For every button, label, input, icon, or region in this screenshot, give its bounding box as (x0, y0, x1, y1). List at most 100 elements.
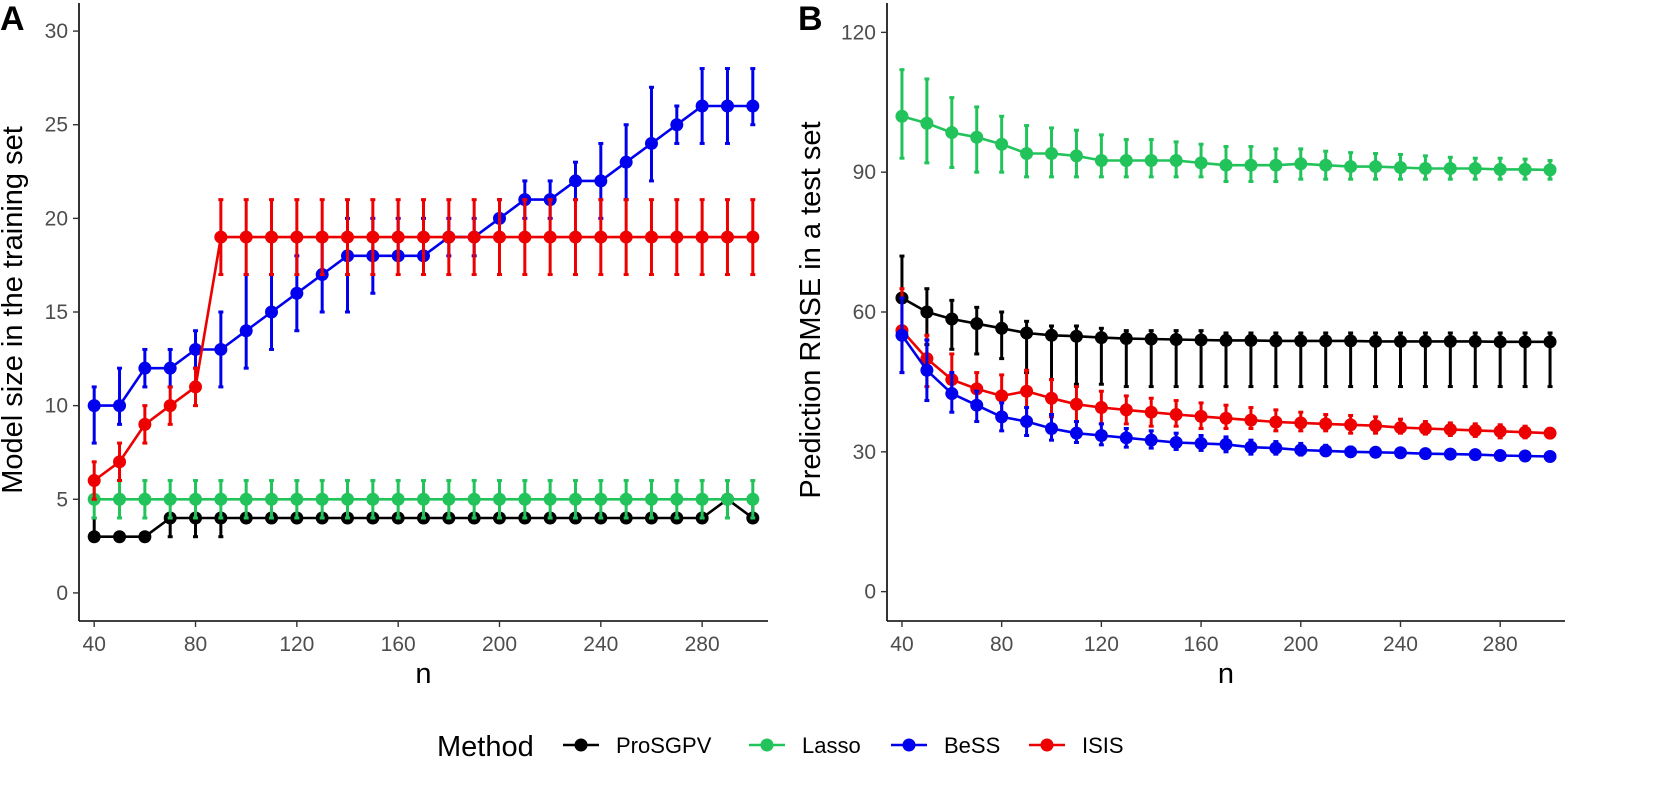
legend-item-prosgpv: ProSGPV (563, 733, 712, 758)
data-point (138, 361, 152, 375)
data-point (189, 380, 203, 394)
data-point (138, 417, 152, 431)
data-point (1319, 444, 1333, 458)
data-point (290, 492, 304, 506)
data-point (945, 312, 959, 326)
data-point (1319, 417, 1333, 431)
data-point (1543, 335, 1557, 349)
x-tick-label: 200 (482, 633, 517, 656)
data-point (1294, 157, 1308, 171)
data-point (492, 492, 506, 506)
legend-key-point (760, 738, 774, 752)
y-tick-label: 0 (864, 581, 876, 604)
data-point (1369, 160, 1383, 174)
data-point (1344, 418, 1358, 432)
data-point (1443, 447, 1457, 461)
data-point (1493, 424, 1507, 438)
y-tick-label: 90 (853, 161, 876, 184)
data-point (366, 230, 380, 244)
y-tick-label: 10 (45, 395, 68, 418)
series-prosgpv (895, 254, 1557, 389)
data-point (214, 342, 228, 356)
data-point (290, 230, 304, 244)
data-point (391, 230, 405, 244)
data-point (1269, 415, 1283, 429)
data-point (1119, 431, 1133, 445)
data-point (163, 492, 177, 506)
data-point (189, 342, 203, 356)
data-point (417, 230, 430, 244)
data-point (1518, 162, 1532, 176)
data-point (644, 230, 658, 244)
data-point (543, 492, 557, 506)
data-point (895, 328, 909, 342)
data-point (1094, 401, 1108, 415)
x-tick-label: 40 (83, 633, 106, 656)
data-point (670, 230, 684, 244)
data-point (1194, 409, 1208, 423)
data-point (1418, 334, 1432, 348)
data-point (315, 230, 329, 244)
data-point (1493, 335, 1507, 349)
x-axis-title: n (1218, 658, 1234, 690)
data-point (1020, 147, 1034, 161)
data-point (1344, 334, 1358, 348)
data-point (163, 399, 177, 413)
data-point (113, 399, 127, 413)
data-point (1493, 449, 1507, 463)
data-point (1543, 163, 1557, 177)
data-point (265, 305, 279, 319)
data-point (1468, 448, 1482, 462)
data-point (417, 492, 430, 506)
data-point (1020, 415, 1034, 429)
x-tick-label: 240 (583, 633, 618, 656)
legend-item-bess: BeSS (891, 733, 1000, 758)
data-point (265, 230, 279, 244)
data-point (920, 363, 934, 377)
data-point (1418, 422, 1432, 436)
data-point (1294, 443, 1308, 457)
data-point (746, 99, 760, 113)
data-point (1020, 384, 1034, 398)
data-point (189, 492, 203, 506)
data-point (1369, 445, 1383, 459)
x-tick-label: 160 (1184, 633, 1219, 656)
data-point (1144, 332, 1158, 346)
data-point (670, 492, 684, 506)
data-point (920, 305, 934, 319)
data-point (1219, 411, 1233, 425)
data-point (746, 492, 760, 506)
data-point (594, 492, 608, 506)
data-point (619, 230, 633, 244)
data-point (1443, 422, 1457, 436)
y-tick-label: 20 (45, 207, 68, 230)
x-tick-label: 80 (990, 633, 1013, 656)
data-point (214, 230, 228, 244)
data-point (895, 109, 909, 123)
data-point (1244, 158, 1258, 172)
data-point (518, 492, 532, 506)
data-point (1269, 441, 1283, 455)
data-point (1119, 403, 1133, 417)
data-point (619, 155, 633, 169)
data-point (1144, 433, 1158, 447)
legend-label: ProSGPV (616, 733, 712, 758)
data-point (87, 530, 101, 544)
x-tick-label: 200 (1283, 633, 1318, 656)
legend-key-point (902, 738, 916, 752)
data-point (1418, 161, 1432, 175)
x-tick-label: 280 (1483, 633, 1518, 656)
data-point (341, 492, 355, 506)
series-isis (87, 198, 760, 501)
data-point (1045, 422, 1059, 436)
data-point (290, 286, 304, 300)
panel-a: A 0 5 10 15 20 25 30 40 80 120 160 200 240 280 n Model s… (0, 0, 768, 690)
data-point (1269, 334, 1283, 348)
data-point (695, 230, 709, 244)
data-point (87, 474, 101, 488)
data-point (1393, 446, 1407, 460)
data-point (1369, 419, 1383, 433)
legend-label: Lasso (802, 733, 861, 758)
data-point (568, 174, 582, 188)
